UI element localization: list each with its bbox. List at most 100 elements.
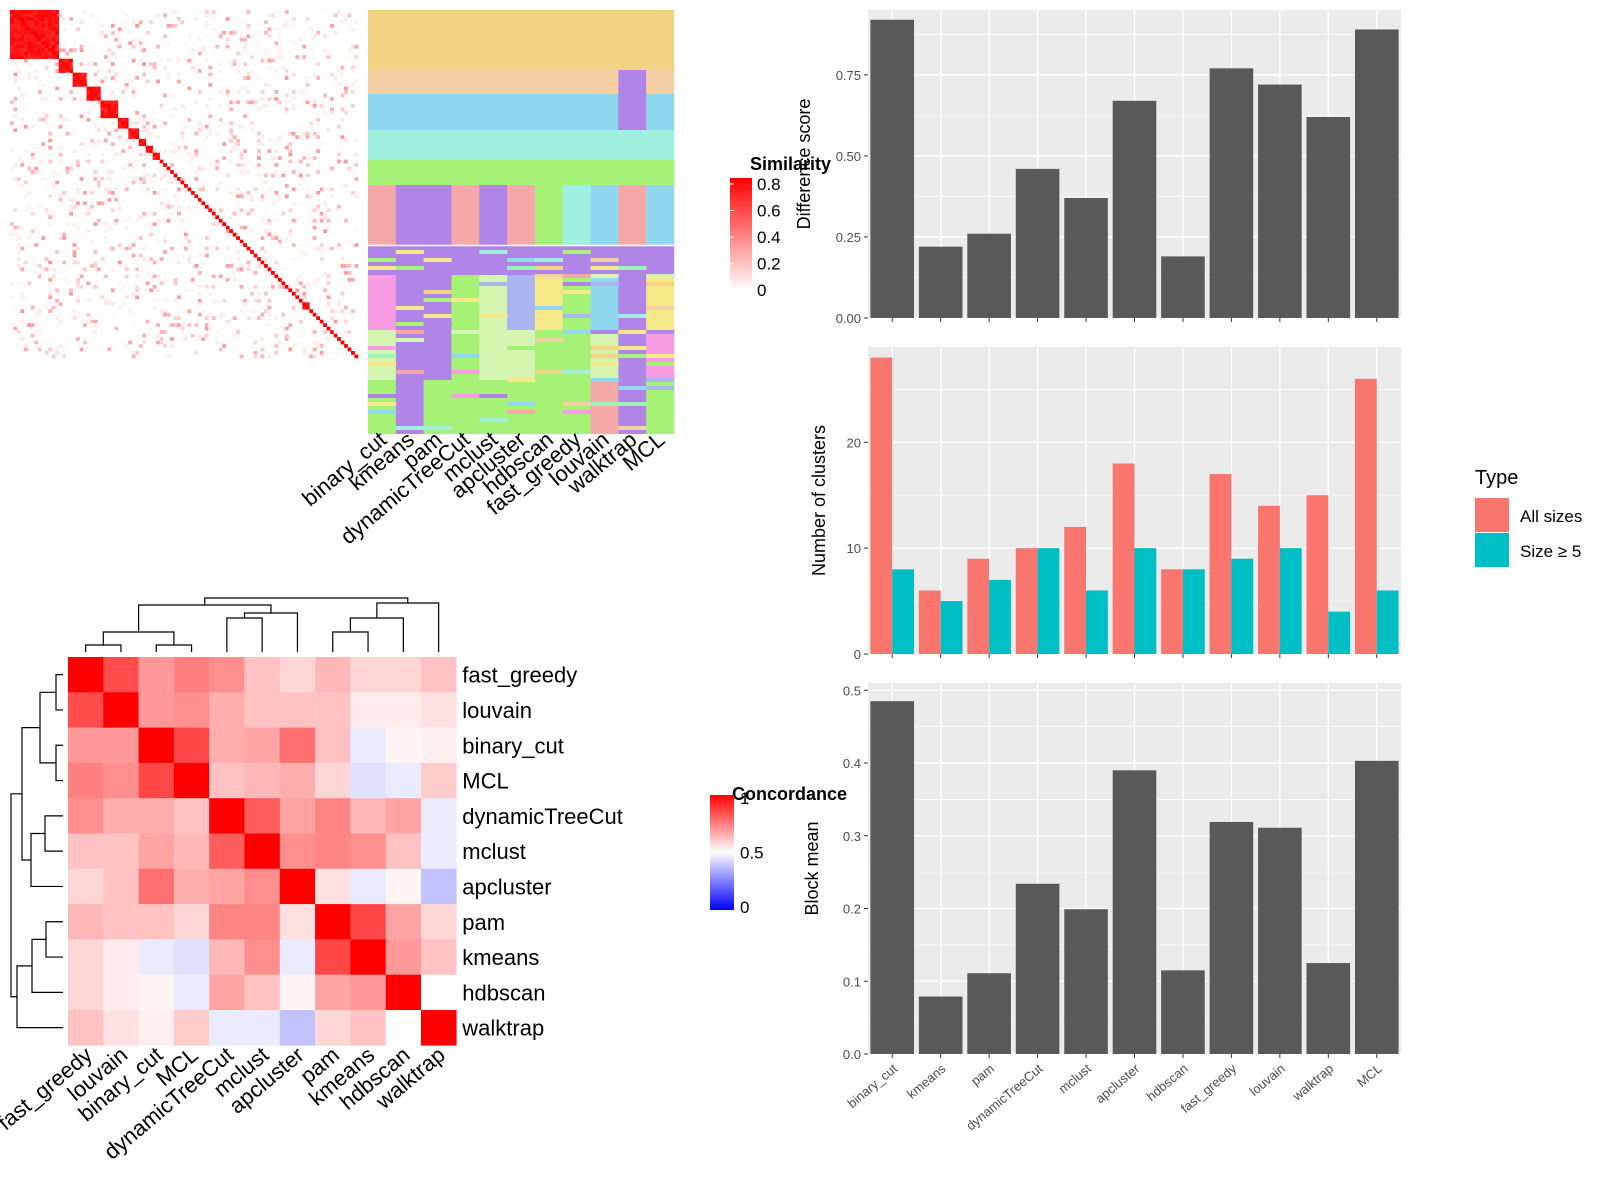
assignment-cell xyxy=(646,426,675,430)
similarity-cell xyxy=(76,312,80,317)
similarity-cell xyxy=(316,190,321,195)
similarity-cell xyxy=(135,284,140,289)
similarity-cell xyxy=(277,55,282,60)
similarity-cell xyxy=(110,190,115,195)
similarity-cell xyxy=(10,323,14,327)
similarity-cell xyxy=(138,253,143,258)
similarity-cell xyxy=(44,51,49,56)
similarity-cell xyxy=(27,34,32,39)
similarity-cell xyxy=(177,260,181,265)
similarity-cell xyxy=(44,16,49,21)
assignment-cell xyxy=(395,185,424,245)
similarity-cell xyxy=(27,190,32,195)
similarity-cell xyxy=(145,79,150,84)
similarity-cell xyxy=(86,229,91,234)
similarity-legend-label: 0.6 xyxy=(757,202,781,221)
similarity-cell xyxy=(93,267,98,272)
similarity-cell xyxy=(340,55,345,60)
assignment-cell xyxy=(534,380,564,434)
similarity-cell xyxy=(65,51,70,56)
similarity-cell xyxy=(107,69,112,73)
assignment-cell xyxy=(590,70,619,94)
similarity-cell xyxy=(323,323,327,327)
similarity-cell xyxy=(41,51,46,56)
similarity-cell xyxy=(177,211,181,216)
similarity-cell xyxy=(302,347,307,352)
similarity-cell xyxy=(103,97,108,101)
similarity-cell xyxy=(34,330,39,334)
similarity-cell xyxy=(13,34,18,39)
similarity-cell xyxy=(173,298,178,303)
similarity-cell xyxy=(257,149,261,153)
similarity-cell xyxy=(274,316,279,321)
similarity-cell xyxy=(93,170,98,174)
similarity-cell xyxy=(340,10,345,14)
similarity-cell xyxy=(152,284,157,289)
similarity-cell xyxy=(344,16,348,21)
similarity-cell xyxy=(93,177,98,181)
similarity-cell xyxy=(264,291,268,296)
similarity-cell xyxy=(83,190,87,195)
block-mean-ytick-label: 0.2 xyxy=(843,902,861,917)
similarity-cell xyxy=(298,274,303,279)
similarity-cell xyxy=(58,194,63,199)
similarity-cell xyxy=(211,16,216,21)
similarity-cell xyxy=(23,13,28,18)
similarity-cell xyxy=(229,62,234,66)
similarity-cell xyxy=(51,41,56,46)
similarity-cell xyxy=(177,149,181,153)
similarity-cell xyxy=(114,72,119,77)
similarity-cell xyxy=(201,187,206,192)
similarity-cell xyxy=(243,163,247,167)
similarity-cell xyxy=(177,110,181,115)
similarity-cell xyxy=(284,107,289,112)
similarity-cell xyxy=(135,135,140,140)
similarity-cell xyxy=(41,16,46,21)
assignment-cell xyxy=(646,274,675,278)
similarity-cell xyxy=(13,76,18,80)
similarity-cell xyxy=(131,90,136,94)
similarity-cell xyxy=(138,37,143,42)
similarity-cell xyxy=(246,267,251,272)
similarity-cell xyxy=(97,34,101,39)
similarity-cell xyxy=(333,76,338,80)
top-dendrogram-branch xyxy=(332,631,369,652)
similarity-cell xyxy=(239,309,244,314)
concordance-legend-title: Concordance xyxy=(732,784,847,804)
similarity-cell xyxy=(253,298,258,303)
concordance-cell xyxy=(103,798,139,834)
assignment-cell xyxy=(618,266,647,270)
similarity-cell xyxy=(163,298,167,303)
similarity-cell xyxy=(163,149,167,153)
similarity-cell xyxy=(180,145,185,150)
similarity-cell xyxy=(145,319,150,324)
similarity-cell xyxy=(114,218,119,223)
similarity-cell xyxy=(72,41,77,46)
similarity-cell xyxy=(20,41,25,46)
similarity-cell xyxy=(316,236,321,240)
assignment-cell xyxy=(451,394,480,398)
similarity-cell xyxy=(344,305,348,310)
similarity-cell xyxy=(48,131,53,136)
similarity-cell xyxy=(274,55,279,60)
similarity-cell xyxy=(326,187,331,192)
similarity-cell xyxy=(257,163,261,167)
similarity-cell xyxy=(103,100,108,105)
similarity-cell xyxy=(354,243,359,247)
similarity-cell xyxy=(229,149,234,153)
concordance-cell xyxy=(350,798,386,834)
similarity-cell xyxy=(239,354,244,359)
similarity-cell xyxy=(117,305,122,310)
left-dendrogram-branch xyxy=(55,744,63,782)
similarity-cell xyxy=(201,166,206,171)
similarity-cell xyxy=(142,152,147,157)
similarity-cell xyxy=(267,253,272,258)
assignment-cell xyxy=(395,250,424,254)
concordance-cell xyxy=(385,798,422,834)
similarity-cell xyxy=(197,312,202,317)
similarity-cell xyxy=(10,138,14,143)
number-of-clusters-bar-size5 xyxy=(989,579,1011,654)
similarity-cell xyxy=(69,291,73,296)
similarity-cell xyxy=(20,55,25,60)
similarity-cell xyxy=(114,267,119,272)
